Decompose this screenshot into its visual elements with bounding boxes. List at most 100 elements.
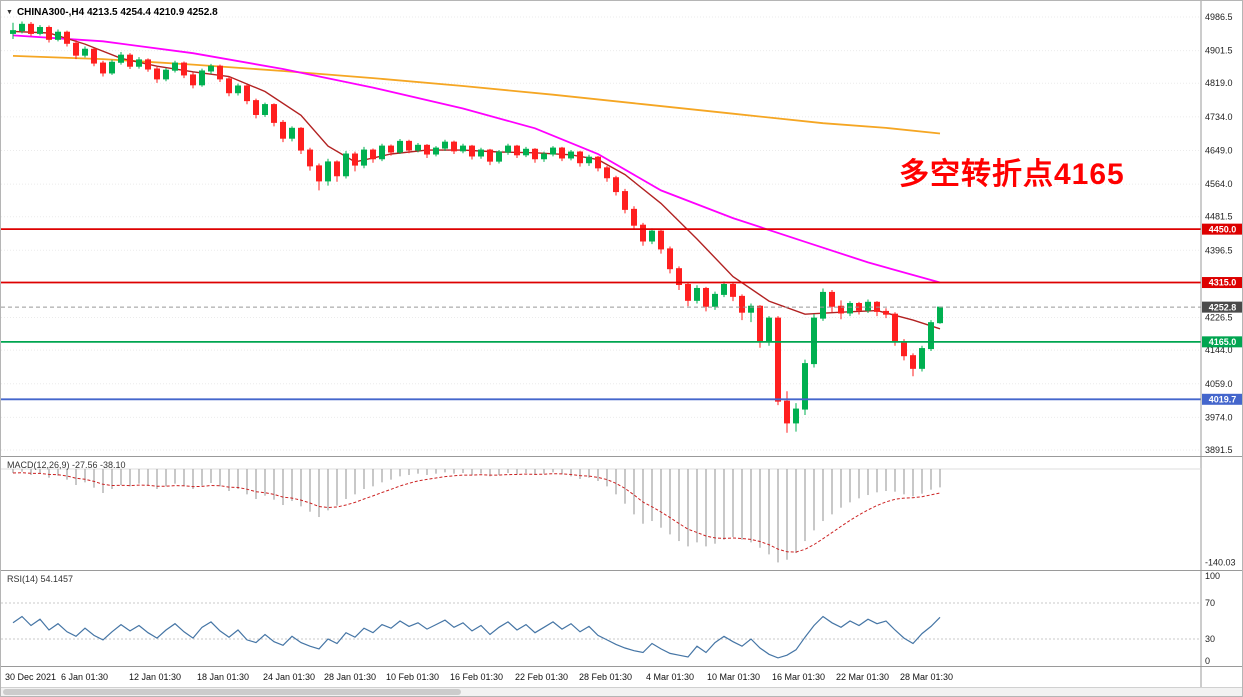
candle-body bbox=[559, 147, 565, 159]
candle-body bbox=[586, 156, 592, 164]
candle-body bbox=[757, 305, 763, 343]
time-tick-label: 28 Jan 01:30 bbox=[324, 672, 376, 682]
time-tick-label: 16 Feb 01:30 bbox=[450, 672, 503, 682]
candle-body bbox=[226, 78, 232, 94]
macd-indicator-label: MACD(12,26,9) -27.56 -38.10 bbox=[7, 460, 126, 470]
candle-body bbox=[154, 68, 160, 80]
price-tick-label: 3891.5 bbox=[1205, 445, 1233, 455]
time-tick-label: 10 Feb 01:30 bbox=[386, 672, 439, 682]
candle-body bbox=[676, 268, 682, 286]
candle-body bbox=[532, 148, 538, 160]
price-tick-label: 4481.5 bbox=[1205, 212, 1233, 222]
candle-body bbox=[19, 23, 25, 32]
candle-body bbox=[109, 61, 115, 74]
macd-signal-line bbox=[12, 472, 941, 553]
price-tick-label: 4819.0 bbox=[1205, 78, 1233, 88]
scrollbar-thumb[interactable] bbox=[3, 689, 461, 695]
candle-body bbox=[604, 167, 610, 179]
candle-body bbox=[577, 151, 583, 164]
candle-body bbox=[667, 248, 673, 270]
price-tag bbox=[1202, 301, 1242, 313]
candle-body bbox=[406, 140, 412, 151]
candle-body bbox=[64, 31, 70, 44]
candle-body bbox=[73, 42, 79, 56]
candle-body bbox=[370, 149, 376, 160]
candle-body bbox=[793, 408, 799, 424]
candle-body bbox=[55, 31, 61, 40]
candle-body bbox=[901, 341, 907, 357]
candle-body bbox=[361, 149, 367, 166]
rsi-indicator-label: RSI(14) 54.1457 bbox=[7, 574, 74, 584]
time-tick-label: 18 Jan 01:30 bbox=[197, 672, 249, 682]
candle-body bbox=[865, 301, 871, 311]
candle-body bbox=[694, 287, 700, 301]
candle-body bbox=[100, 62, 106, 74]
rsi-scale-label: 100 bbox=[1205, 571, 1220, 581]
time-tick-label: 4 Mar 01:30 bbox=[646, 672, 694, 682]
candle-body bbox=[487, 149, 493, 162]
candle-body bbox=[325, 161, 331, 182]
symbol-header: ▼ CHINA300-,H4 4213.5 4254.4 4210.9 4252… bbox=[6, 7, 218, 18]
price-tick-label: 4226.5 bbox=[1205, 313, 1233, 323]
candle-body bbox=[523, 148, 529, 156]
rsi-scale-label: 30 bbox=[1205, 634, 1215, 644]
price-tag-label: 4252.8 bbox=[1209, 302, 1237, 312]
annotation-text[interactable]: 多空转折点4165 bbox=[899, 158, 1125, 191]
candle-body bbox=[253, 100, 259, 115]
candle-body bbox=[127, 54, 133, 67]
candle-body bbox=[280, 121, 286, 139]
candle-body bbox=[424, 144, 430, 155]
price-tick-label: 4059.0 bbox=[1205, 379, 1233, 389]
triangle-down-icon[interactable]: ▼ bbox=[6, 9, 13, 16]
candle-body bbox=[460, 145, 466, 152]
time-tick-label: 22 Mar 01:30 bbox=[836, 672, 889, 682]
candle-body bbox=[217, 65, 223, 80]
candle-body bbox=[352, 153, 358, 166]
candle-body bbox=[640, 224, 646, 242]
time-tick-label: 24 Jan 01:30 bbox=[263, 672, 315, 682]
candle-body bbox=[163, 69, 169, 80]
price-tag bbox=[1202, 336, 1242, 348]
candle-body bbox=[622, 191, 628, 210]
candle-body bbox=[415, 144, 421, 151]
candle-body bbox=[469, 145, 475, 157]
candle-body bbox=[433, 147, 439, 155]
candle-body bbox=[343, 153, 349, 177]
ma-line-mid bbox=[12, 34, 941, 284]
time-tick-label: 30 Dec 2021 bbox=[5, 672, 56, 682]
candle-body bbox=[811, 317, 817, 365]
candle-body bbox=[730, 284, 736, 297]
price-tick-label: 4564.0 bbox=[1205, 179, 1233, 189]
candle-body bbox=[379, 145, 385, 160]
candle-body bbox=[919, 348, 925, 369]
candle-body bbox=[244, 85, 250, 102]
price-tag-label: 4450.0 bbox=[1209, 224, 1237, 234]
candle-body bbox=[82, 48, 88, 56]
candle-body bbox=[235, 85, 241, 94]
price-tick-label: 4396.5 bbox=[1205, 245, 1233, 255]
time-tick-label: 28 Feb 01:30 bbox=[579, 672, 632, 682]
candle-body bbox=[766, 317, 772, 343]
candle-body bbox=[748, 305, 754, 313]
price-tag bbox=[1202, 277, 1242, 289]
candle-body bbox=[649, 230, 655, 242]
rsi-line bbox=[12, 615, 941, 659]
candle-body bbox=[685, 284, 691, 301]
candle-body bbox=[703, 287, 709, 307]
candle-body bbox=[595, 156, 601, 169]
candle-body bbox=[910, 355, 916, 369]
candle-body bbox=[199, 70, 205, 86]
candle-body bbox=[298, 127, 304, 151]
candle-body bbox=[91, 48, 97, 64]
candle-body bbox=[928, 322, 934, 350]
candle-body bbox=[550, 147, 556, 155]
candle-body bbox=[118, 54, 124, 63]
candle-body bbox=[307, 149, 313, 167]
horizontal-scrollbar[interactable] bbox=[1, 687, 1242, 696]
candle-body bbox=[397, 140, 403, 153]
candle-body bbox=[262, 104, 268, 115]
price-tag bbox=[1202, 223, 1242, 235]
